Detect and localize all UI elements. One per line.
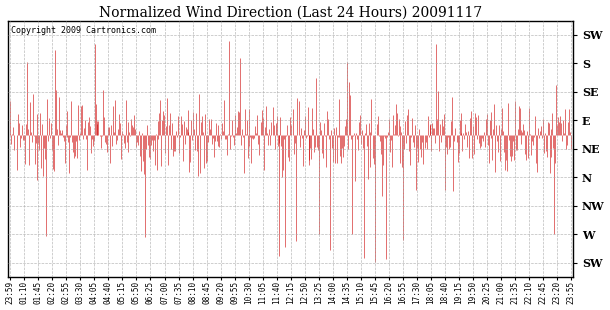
Title: Normalized Wind Direction (Last 24 Hours) 20091117: Normalized Wind Direction (Last 24 Hours… (99, 6, 483, 20)
Text: Copyright 2009 Cartronics.com: Copyright 2009 Cartronics.com (11, 26, 156, 35)
